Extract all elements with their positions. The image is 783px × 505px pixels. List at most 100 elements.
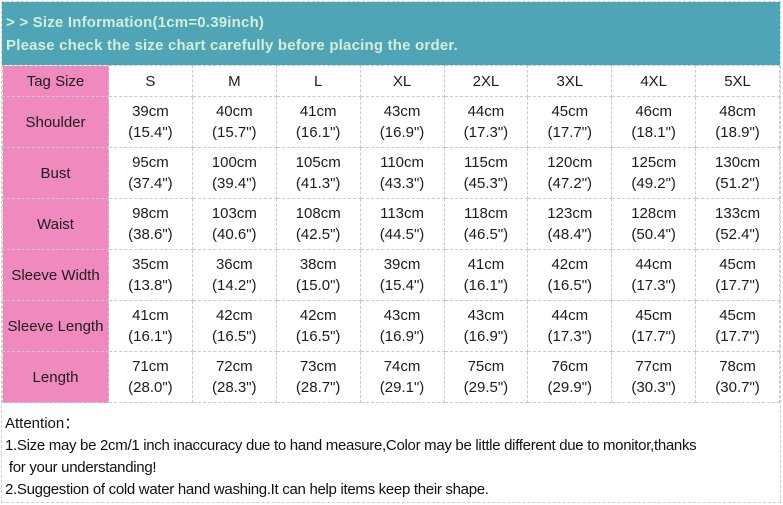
value-inch: (15.7") [212,124,257,141]
size-value-cell: 38cm (15.0") [275,249,361,301]
value-cm: 39cm [383,256,421,273]
size-value-cell: 118cm (46.5") [443,198,529,250]
value-cm: 103cm [211,205,257,222]
size-value-cell: 42cm (16.5") [191,300,277,352]
value-cm: 110cm [380,154,425,171]
value-inch: (17.3") [631,277,676,294]
value-inch: (38.6") [128,226,173,243]
table-row: Length 71cm (28.0") 72cm (28.3") 73cm (28.7") 7… [2,351,780,403]
size-value-cell: 75cm (29.5") [443,351,529,403]
value-cm: 118cm [463,205,508,222]
column-header-size: 5XL [695,65,780,97]
value-inch: (17.3") [463,124,509,141]
value-inch: (17.7") [547,124,593,141]
value-cm: 76cm [551,358,589,375]
value-cm: 108cm [295,205,341,222]
value-cm: 43cm [467,307,505,324]
value-inch: (15.0") [295,277,341,294]
value-inch: (13.8") [128,277,173,294]
value-inch: (16.5") [212,328,257,345]
value-cm: 45cm [719,307,756,324]
size-value-cell: 43cm (16.9") [443,300,529,352]
banner-title: > > Size Information(1cm=0.39inch) [6,14,265,31]
value-inch: (49.2") [631,175,676,192]
size-value-cell: 110cm (43.3") [359,147,445,199]
value-inch: (30.7") [715,379,760,396]
table-row: Waist 98cm (38.6") 103cm (40.6") 108cm (42.5")… [2,198,780,250]
value-inch: (29.1") [379,379,425,396]
size-value-cell: 43cm (16.9") [359,96,445,148]
value-inch: (43.3") [379,175,425,192]
value-cm: 36cm [215,256,253,273]
value-cm: 41cm [299,103,337,120]
size-value-cell: 39cm (15.4") [108,96,193,148]
note-line: for your understanding! [5,459,157,476]
value-inch: (17.7") [631,328,676,345]
notes-title: Attention： [5,415,80,432]
size-value-cell: 46cm (18.1") [611,96,697,148]
value-inch: (17.3") [547,328,593,345]
value-cm: 105cm [295,154,341,171]
value-inch: (41.3") [295,175,341,192]
value-inch: (44.5") [379,226,425,243]
table-row: Bust 95cm (37.4") 100cm (39.4") 105cm (41.3") 1… [2,147,780,199]
value-cm: 123cm [547,205,593,222]
value-inch: (18.1") [631,124,676,141]
value-cm: 77cm [635,358,673,375]
value-inch: (52.4") [715,226,760,243]
value-cm: 113cm [380,205,425,222]
row-label: Sleeve Width [2,249,109,301]
size-value-cell: 72cm (28.3") [191,351,277,403]
row-label: Bust [2,147,109,199]
value-inch: (45.3") [463,175,509,192]
value-cm: 42cm [215,307,253,324]
size-value-cell: 108cm (42.5") [275,198,361,250]
value-cm: 42cm [551,256,589,273]
table-row: Sleeve Width 35cm (13.8") 36cm (14.2") 38cm (1… [2,249,780,301]
value-cm: 44cm [467,103,505,120]
column-header-size: L [275,65,361,97]
value-cm: 75cm [467,358,505,375]
value-inch: (15.4") [379,277,425,294]
value-inch: (30.3") [631,379,676,396]
value-inch: (40.6") [212,226,257,243]
value-inch: (47.2") [547,175,593,192]
value-cm: 45cm [551,103,589,120]
value-cm: 41cm [132,307,169,324]
size-value-cell: 42cm (16.5") [275,300,361,352]
size-value-cell: 73cm (28.7") [275,351,361,403]
value-cm: 46cm [635,103,673,120]
size-value-cell: 44cm (17.3") [611,249,697,301]
value-inch: (46.5") [463,226,509,243]
value-cm: 73cm [299,358,337,375]
size-value-cell: 133cm (52.4") [695,198,780,250]
value-inch: (48.4") [547,226,593,243]
size-value-cell: 40cm (15.7") [191,96,277,148]
size-value-cell: 95cm (37.4") [108,147,193,199]
value-inch: (28.0") [128,379,173,396]
value-inch: (28.3") [212,379,257,396]
value-cm: 44cm [635,256,673,273]
value-inch: (29.9") [547,379,593,396]
size-value-cell: 41cm (16.1") [275,96,361,148]
value-inch: (16.1") [128,328,173,345]
value-inch: (16.9") [379,124,425,141]
value-cm: 38cm [299,256,337,273]
value-cm: 98cm [132,205,169,222]
table-row: Sleeve Length 41cm (16.1") 42cm (16.5") 42cm (… [2,300,780,352]
size-value-cell: 36cm (14.2") [191,249,277,301]
column-header-size: 4XL [611,65,697,97]
size-value-cell: 45cm (17.7") [695,249,780,301]
value-inch: (14.2") [212,277,257,294]
column-header-size: S [108,65,193,97]
banner-subtitle: Please check the size chart carefully be… [6,37,458,54]
size-value-cell: 100cm (39.4") [191,147,277,199]
value-cm: 72cm [215,358,253,375]
column-header-tag-size: Tag Size [2,65,109,97]
size-value-cell: 44cm (17.3") [443,96,529,148]
value-cm: 40cm [215,103,253,120]
column-header-size: 2XL [443,65,529,97]
value-inch: (16.5") [295,328,341,345]
row-label: Sleeve Length [2,300,109,352]
